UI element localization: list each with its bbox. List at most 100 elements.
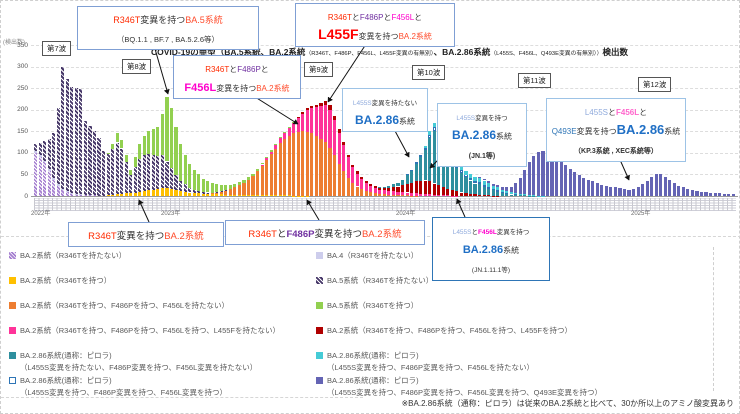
bar-segment (97, 195, 101, 197)
bar-segment (328, 105, 332, 110)
bar-segment (124, 193, 128, 196)
bar-segment (314, 104, 319, 108)
bar-segment (482, 180, 486, 185)
annotation-line: L455SとF456L変異を持つ (436, 220, 546, 239)
text-segment: と (229, 65, 238, 74)
bar-segment (328, 109, 332, 148)
annotation-ba286-jn1: L455S変異を持つ BA.2.86系統 (JN.1等) (437, 103, 527, 167)
bar-segment (278, 138, 282, 144)
bar-segment (405, 175, 409, 184)
bar-segment (514, 192, 518, 195)
legend-label: BA.2.86系統(通称：ピロラ) (9, 375, 309, 387)
year-label: 2023年 (161, 211, 181, 217)
wave-label: 第11波 (518, 73, 551, 88)
bar-segment (410, 182, 414, 193)
text-segment: （L455S、F456L、Q493E変異の有無別）） (490, 51, 603, 57)
text-segment: （KP.3系統 , XEC系統等） (574, 148, 658, 156)
bar-segment (151, 129, 155, 155)
bar-segment (541, 195, 545, 197)
bar-segment (79, 194, 83, 196)
bar-segment (34, 150, 38, 153)
bar-segment (228, 189, 232, 195)
bar-segment (650, 177, 654, 196)
legend-row: BA.2系統（R346Tを持つ） (9, 275, 309, 287)
text-segment: BA.5系統 (185, 15, 223, 25)
bar-segment (473, 183, 477, 195)
bar-segment (38, 157, 42, 196)
bar-segment (333, 119, 337, 155)
bar-segment (722, 193, 726, 196)
text-segment: （R346T、F486P、F456L、L455F変異の有無別） (305, 51, 434, 57)
bar-segment (378, 189, 382, 194)
bar-segment (450, 161, 454, 191)
bar-segment (423, 147, 427, 151)
bar-segment (333, 155, 337, 196)
bar-segment (256, 171, 260, 195)
bar-segment (405, 192, 409, 196)
grid-line (31, 196, 738, 197)
bar-segment (265, 158, 269, 160)
legend-swatch (9, 377, 16, 384)
legend-detail: （L455S変異を持つ、F486P変異を持つ、F456L変異を持つ、Q493E変… (327, 388, 602, 397)
bar-segment (423, 194, 427, 196)
legend-text: BA.5系統（R346Tを持たない） (327, 276, 434, 285)
bar-segment (659, 173, 663, 196)
bar-segment (305, 110, 309, 132)
bar-segment (405, 195, 409, 196)
annotation-line: Q493E変異を持つBA.2.86系統 (550, 120, 682, 139)
text-segment: F486P (237, 65, 261, 74)
text-segment: 変異を持つ (314, 229, 362, 240)
legend-text: BA.2.86系統(通称：ピロラ) (20, 351, 112, 360)
bar-segment (482, 179, 486, 181)
bar-segment (188, 163, 192, 189)
bar-segment (432, 126, 436, 131)
bar-segment (573, 172, 577, 196)
bar-segment (323, 105, 328, 143)
annotation-line: BA.2.86系統 (436, 239, 546, 258)
legend-text: BA.2系統（R346Tを持つ） (20, 276, 112, 285)
bar-segment (179, 190, 183, 196)
bar-segment (419, 157, 423, 181)
bar-segment (695, 190, 699, 196)
bar-segment (34, 152, 38, 196)
bar-segment (269, 151, 273, 155)
bar-segment (296, 131, 300, 196)
bar-segment (269, 154, 273, 196)
bar-segment (400, 192, 405, 196)
bar-segment (251, 173, 255, 176)
bar-segment (310, 133, 314, 196)
bar-segment (174, 190, 178, 196)
separator-line (713, 247, 714, 391)
bar-segment (518, 177, 522, 194)
legend-swatch (316, 327, 323, 334)
bar-segment (260, 162, 264, 165)
bar-segment (133, 166, 137, 193)
bar-segment (428, 181, 432, 195)
bar-segment (169, 168, 174, 190)
bar-segment (65, 78, 69, 192)
annotation-line: F456L変異を持つBA.2系統 (177, 77, 297, 96)
bar-segment (482, 184, 486, 187)
legend-text: BA.2系統（R346Tを持つ、F486Pを持つ、F456Lを持つ、L455Fを… (327, 326, 572, 335)
bar-segment (405, 174, 409, 176)
bar-segment (79, 194, 83, 195)
bar-segment (169, 189, 174, 196)
bar-segment (260, 164, 264, 166)
annotation-line: L455SとF456Lと (550, 101, 682, 120)
bar-segment (527, 162, 531, 195)
text-segment: L455S (456, 115, 476, 122)
bar-segment (514, 194, 518, 195)
y-tick-label: 0 (24, 192, 28, 200)
bar-segment (283, 139, 287, 196)
legend-row: BA.2.86系統(通称：ピロラ) （L455S変異を持つ、F486P変異を持つ、… (9, 375, 309, 399)
annotation-line: R346TとF486P変異を持つBA.2系統 (229, 223, 421, 242)
bar-segment (532, 195, 536, 197)
bar-segment (505, 193, 509, 196)
bar-segment (523, 193, 527, 196)
legend-detail: （L455S変異を持たない、F486P変異を持つ、F456L変異を持たない） (20, 363, 258, 372)
bar-segment (287, 127, 291, 136)
y-tick-label: 50 (20, 170, 28, 178)
bar-segment (142, 155, 146, 191)
bar-segment (151, 155, 155, 190)
bar-segment (450, 195, 454, 197)
